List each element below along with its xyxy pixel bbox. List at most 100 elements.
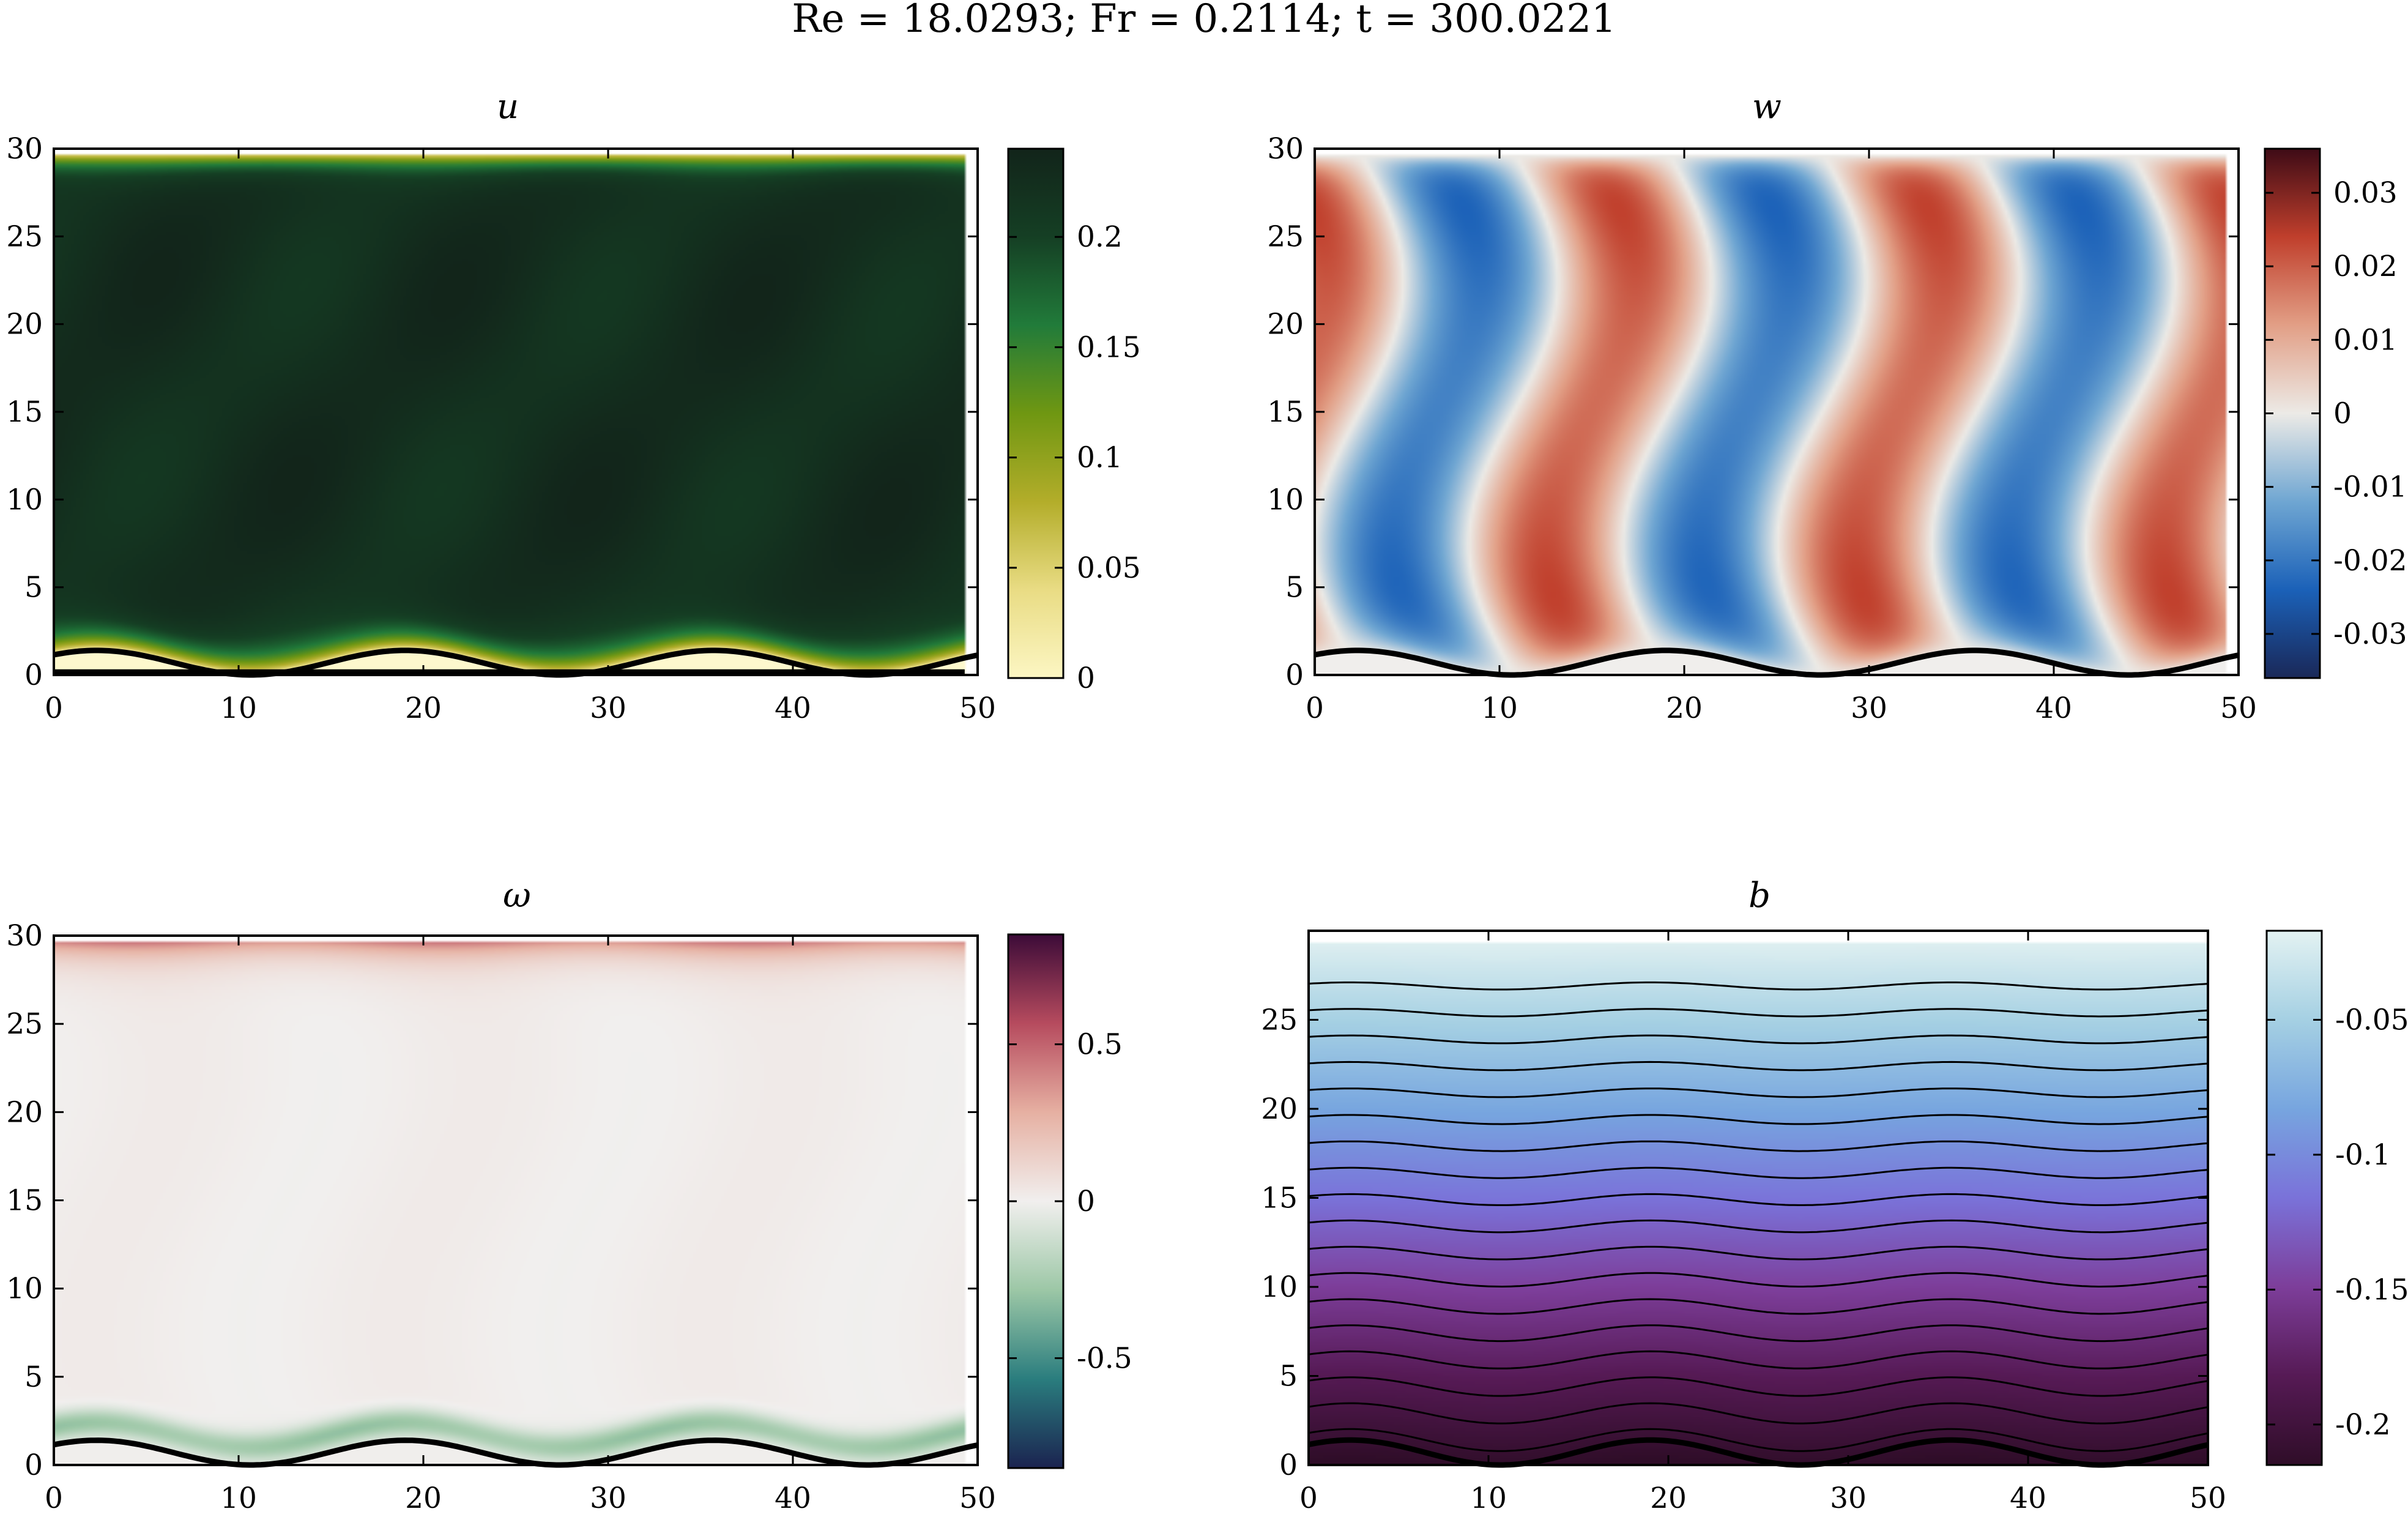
colorbar-tick-label: -0.01 <box>2333 471 2407 504</box>
y-tick-label: 10 <box>6 1272 43 1306</box>
panel-2: 0 10 20 30 40 50 0 5 10 15 20 25 30 w -0.03 -0.02 -0.01 0… <box>1267 87 2407 725</box>
contour-line <box>1308 1350 2209 1370</box>
colorbar-tick-label: 0 <box>1077 662 1095 695</box>
y-tick-label: 5 <box>24 571 43 605</box>
contour-line <box>1308 1166 2209 1179</box>
x-tick-label: 10 <box>220 691 257 725</box>
y-tick-label: 30 <box>6 919 43 953</box>
panel-4: 0 10 20 30 40 50 0 5 10 15 20 25 b -0.2 -0.15 -0.1 -0.05 <box>1261 876 2408 1515</box>
x-tick-label: 0 <box>1299 1482 1318 1515</box>
y-tick-label: 0 <box>1285 658 1304 692</box>
x-tick-label: 0 <box>45 1482 63 1515</box>
contour-line <box>1308 1087 2209 1098</box>
topography-curve <box>1308 1437 2209 1468</box>
colorbar-tick-label: -0.2 <box>2335 1408 2391 1442</box>
contour-line <box>1308 1298 2209 1315</box>
contour-line <box>1308 1008 2209 1018</box>
panel-1: 0 10 20 30 40 50 0 5 10 15 20 25 30 u 0 0.05 0.1 0.15 0.2 <box>6 87 1140 725</box>
y-tick-label: 20 <box>1267 308 1304 341</box>
colorbar-tick-label: 0.03 <box>2333 176 2398 210</box>
x-tick-label: 20 <box>1650 1482 1687 1515</box>
colorbar-tick-label: 0 <box>2333 397 2352 431</box>
y-tick-label: 0 <box>24 658 43 692</box>
x-tick-label: 50 <box>2190 1482 2226 1515</box>
topography-curve <box>1314 647 2239 678</box>
x-tick-label: 50 <box>959 1482 996 1515</box>
x-tick-label: 10 <box>220 1482 257 1515</box>
heatmap-field <box>54 936 978 1465</box>
x-tick-label: 30 <box>1830 1482 1867 1515</box>
colorbar-tick-label: -0.02 <box>2333 544 2407 578</box>
topography-curve <box>53 1437 978 1468</box>
contour-line <box>1308 1376 2209 1397</box>
y-tick-label: 15 <box>1261 1182 1298 1215</box>
panel-title: b <box>1748 876 1771 915</box>
y-tick-label: 0 <box>24 1448 43 1482</box>
panel-title: ω <box>503 876 531 915</box>
y-tick-label: 30 <box>6 132 43 166</box>
y-tick-label: 15 <box>6 395 43 429</box>
y-tick-label: 20 <box>1261 1092 1298 1126</box>
colorbar <box>2264 147 2321 679</box>
colorbar-tick-label: 0.1 <box>1077 441 1123 475</box>
y-tick-label: 25 <box>1267 220 1304 253</box>
colorbar-tick-label: 0.02 <box>2333 250 2398 283</box>
y-tick-label: 15 <box>1267 395 1304 429</box>
heatmap-field <box>1309 931 2208 1465</box>
y-tick-label: 10 <box>1267 483 1304 516</box>
panel-3: 0 10 20 30 40 50 0 5 10 15 20 25 30 ω -0.5 0 0.5 <box>6 876 1132 1515</box>
contour-line <box>1308 1245 2209 1261</box>
y-tick-label: 20 <box>6 308 43 341</box>
colorbar-tick-label: 0.15 <box>1077 330 1141 364</box>
y-tick-label: 5 <box>1285 571 1304 605</box>
contour-line <box>1308 1324 2209 1343</box>
x-tick-label: 0 <box>45 691 63 725</box>
x-tick-label: 50 <box>959 691 996 725</box>
y-tick-label: 15 <box>6 1184 43 1218</box>
panel-title: u <box>497 87 519 127</box>
y-tick-label: 10 <box>1261 1270 1298 1304</box>
x-tick-label: 20 <box>405 1482 442 1515</box>
x-tick-label: 10 <box>1481 691 1518 725</box>
colorbar-tick-label: -0.05 <box>2335 1004 2408 1037</box>
colorbar-tick-label: -0.15 <box>2335 1273 2408 1306</box>
x-tick-label: 40 <box>2010 1482 2046 1515</box>
colorbar-tick-label: -0.1 <box>2335 1138 2391 1172</box>
x-tick-label: 20 <box>405 691 442 725</box>
x-tick-label: 30 <box>1851 691 1887 725</box>
y-tick-label: 25 <box>6 220 43 253</box>
colorbar <box>1007 147 1065 679</box>
colorbar-tick-label: 0.05 <box>1077 551 1141 585</box>
contour-line <box>1308 1428 2209 1452</box>
contour-line <box>1308 981 2209 991</box>
x-tick-label: 40 <box>775 1482 811 1515</box>
y-tick-label: 25 <box>6 1007 43 1041</box>
contour-line <box>1308 1060 2209 1072</box>
x-tick-label: 10 <box>1470 1482 1507 1515</box>
colorbar <box>2265 930 2323 1466</box>
colorbar-tick-label: -0.5 <box>1077 1341 1132 1375</box>
x-tick-label: 20 <box>1666 691 1703 725</box>
contour-line <box>1308 1402 2209 1425</box>
x-tick-label: 50 <box>2220 691 2257 725</box>
y-tick-label: 30 <box>1267 132 1304 166</box>
contour-line <box>1308 1219 2209 1234</box>
x-tick-label: 30 <box>590 691 626 725</box>
heatmap-field <box>54 149 978 675</box>
x-tick-label: 30 <box>590 1482 626 1515</box>
colorbar-tick-label: 0.5 <box>1077 1028 1123 1062</box>
x-tick-label: 40 <box>775 691 811 725</box>
contour-line <box>1308 1272 2209 1288</box>
figure-suptitle: Re = 18.0293; Fr = 0.2114; t = 300.0221 <box>792 0 1616 42</box>
contour-line <box>1308 1193 2209 1206</box>
y-tick-label: 5 <box>1279 1360 1298 1393</box>
y-tick-label: 25 <box>1261 1004 1298 1037</box>
heatmap-field <box>1315 149 2239 675</box>
contour-line <box>1308 1114 2209 1125</box>
colorbar-tick-label: 0.2 <box>1077 220 1123 254</box>
y-tick-label: 10 <box>6 483 43 516</box>
colorbar-tick-label: 0.01 <box>2333 323 2398 357</box>
x-tick-label: 0 <box>1306 691 1324 725</box>
contour-line <box>1308 1034 2209 1045</box>
colorbar <box>1007 933 1065 1469</box>
